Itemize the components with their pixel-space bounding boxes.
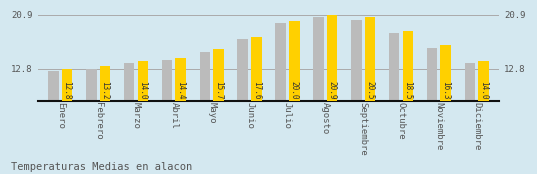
Text: 13.2: 13.2 (100, 81, 110, 100)
Bar (200, 52, 210, 101)
Bar (478, 61, 489, 101)
Bar (275, 23, 286, 101)
Text: 20.9: 20.9 (328, 81, 337, 100)
Bar (389, 33, 400, 101)
Text: 12.8: 12.8 (63, 81, 71, 100)
Bar (137, 61, 148, 101)
Text: 17.6: 17.6 (252, 81, 261, 100)
Bar (440, 45, 451, 101)
Bar (237, 39, 248, 101)
Bar (86, 69, 97, 101)
Text: 16.3: 16.3 (441, 81, 450, 100)
Bar (365, 17, 375, 101)
Bar (251, 37, 262, 101)
Text: 20.0: 20.0 (290, 81, 299, 100)
Bar (289, 21, 300, 101)
Text: 14.0: 14.0 (139, 81, 147, 100)
Bar (162, 61, 172, 101)
Text: 20.5: 20.5 (366, 81, 374, 100)
Bar (403, 31, 413, 101)
Text: 14.0: 14.0 (479, 81, 488, 100)
Bar (213, 49, 224, 101)
Bar (62, 69, 72, 101)
Text: Temperaturas Medias en alacon: Temperaturas Medias en alacon (11, 162, 192, 172)
Bar (176, 58, 186, 101)
Text: 14.4: 14.4 (176, 81, 185, 100)
Bar (124, 63, 134, 101)
Bar (48, 71, 59, 101)
Text: 15.7: 15.7 (214, 81, 223, 100)
Bar (427, 48, 437, 101)
Bar (313, 17, 324, 101)
Bar (465, 63, 475, 101)
Bar (351, 20, 361, 101)
Text: 18.5: 18.5 (403, 81, 412, 100)
Bar (100, 66, 110, 101)
Bar (327, 15, 337, 101)
